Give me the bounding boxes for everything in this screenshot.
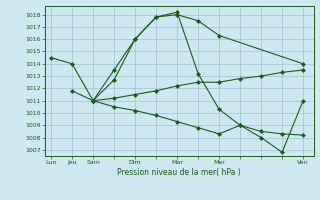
X-axis label: Pression niveau de la mer( hPa ): Pression niveau de la mer( hPa ) (117, 168, 241, 177)
